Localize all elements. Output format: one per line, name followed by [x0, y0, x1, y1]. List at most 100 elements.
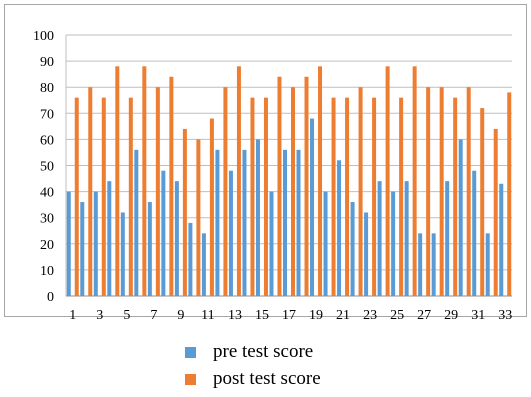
bar-pre-test: [364, 212, 369, 296]
bar-post-test: [331, 97, 336, 296]
bar-post-test: [493, 128, 498, 296]
bar-pre-test: [310, 118, 315, 297]
x-tick-label: 7: [150, 308, 157, 323]
bar-post-test: [250, 97, 255, 296]
bar-pre-test: [80, 202, 85, 296]
bar-pre-test: [458, 139, 463, 296]
bar-pre-test: [485, 233, 490, 296]
bar-pre-test: [134, 149, 139, 296]
bar-pre-test: [283, 149, 287, 296]
bar-pre-test: [404, 181, 409, 296]
y-tick-label: 100: [33, 29, 54, 44]
bar-pre-test: [228, 170, 233, 296]
bar-pre-test: [377, 181, 382, 296]
x-tick-label: 33: [498, 308, 512, 323]
y-tick-label: 90: [40, 55, 54, 70]
bar-pre-test: [418, 233, 423, 296]
x-tick-label: 1: [69, 308, 76, 323]
bar-pre-test: [323, 191, 328, 296]
bar-post-test: [412, 66, 417, 296]
bar-post-test: [209, 118, 214, 297]
bar-pre-test: [391, 191, 396, 296]
bar-pre-test: [215, 149, 220, 296]
bar-pre-test: [296, 149, 301, 296]
bar-post-test: [372, 97, 377, 296]
bar-post-test: [223, 87, 228, 296]
y-tick-label: 40: [40, 186, 54, 201]
bar-post-test: [385, 66, 390, 296]
bar-pre-test: [255, 139, 260, 296]
legend-swatch-post-test: [185, 373, 196, 385]
x-tick-label: 29: [444, 308, 458, 323]
bar-post-test: [291, 87, 295, 296]
legend-label-pre-test: pre test score: [213, 341, 314, 362]
legend-item-pre-test: pre test score: [185, 341, 314, 362]
x-tick-label: 21: [336, 308, 350, 323]
x-tick-label: 9: [177, 308, 184, 323]
bar-pre-test: [174, 181, 179, 296]
bar-pre-test: [120, 212, 125, 296]
bar-post-test: [466, 87, 471, 296]
bar-post-test: [345, 97, 350, 296]
bar-pre-test: [472, 170, 477, 296]
x-tick-label: 3: [96, 308, 103, 323]
bar-post-test: [142, 66, 147, 296]
x-tick-label: 23: [363, 308, 377, 323]
x-tick-label: 11: [201, 308, 214, 323]
bar-pre-test: [269, 191, 274, 296]
y-tick-label: 10: [40, 264, 54, 279]
legend-item-post-test: post test score: [185, 368, 321, 389]
bar-post-test: [507, 92, 512, 296]
bar-post-test: [115, 66, 120, 296]
bar-post-test: [196, 139, 201, 296]
bar-post-test: [182, 128, 187, 296]
bar-pre-test: [188, 222, 193, 296]
y-tick-label: 80: [40, 81, 54, 96]
bar-pre-test: [337, 160, 342, 296]
bar-post-test: [101, 97, 106, 296]
bar-pre-test: [66, 191, 71, 296]
bar-pre-test: [107, 181, 112, 296]
bar-post-test: [453, 97, 458, 296]
y-tick-label: 20: [40, 238, 54, 253]
bar-post-test: [399, 97, 404, 296]
y-tick-label: 50: [40, 160, 54, 175]
y-tick-label: 0: [47, 290, 54, 305]
x-tick-label: 13: [228, 308, 242, 323]
bar-pre-test: [242, 149, 247, 296]
x-tick-label: 5: [123, 308, 130, 323]
bar-pre-test: [499, 183, 504, 296]
legend-swatch-pre-test: [185, 346, 196, 358]
bar-post-test: [304, 76, 309, 296]
bar-post-test: [480, 108, 485, 296]
legend: pre test score post test score: [0, 341, 531, 397]
y-tick-label: 30: [40, 212, 54, 227]
y-tick-label: 70: [40, 107, 54, 122]
y-tick-label: 60: [40, 133, 54, 148]
bar-post-test: [439, 87, 444, 296]
bar-post-test: [236, 66, 241, 296]
bar-pre-test: [147, 202, 152, 296]
bar-post-test: [169, 76, 174, 296]
bar-pre-test: [350, 202, 355, 296]
x-tick-label: 31: [471, 308, 485, 323]
x-tick-label: 25: [390, 308, 404, 323]
x-tick-label: 19: [309, 308, 323, 323]
bar-post-test: [74, 97, 79, 296]
bar-post-test: [277, 76, 282, 296]
bar-post-test: [263, 97, 268, 296]
x-tick-label: 27: [417, 308, 431, 323]
bar-post-test: [318, 66, 323, 296]
bar-pre-test: [201, 233, 206, 296]
bar-post-test: [128, 97, 133, 296]
bar-pre-test: [93, 191, 98, 296]
bar-pre-test: [445, 181, 450, 296]
bar-pre-test: [431, 233, 436, 296]
bar-post-test: [88, 87, 93, 296]
bar-post-test: [155, 87, 160, 296]
x-tick-label: 17: [282, 308, 296, 323]
bar-post-test: [358, 87, 363, 296]
bar-post-test: [426, 87, 431, 296]
x-tick-label: 15: [255, 308, 269, 323]
